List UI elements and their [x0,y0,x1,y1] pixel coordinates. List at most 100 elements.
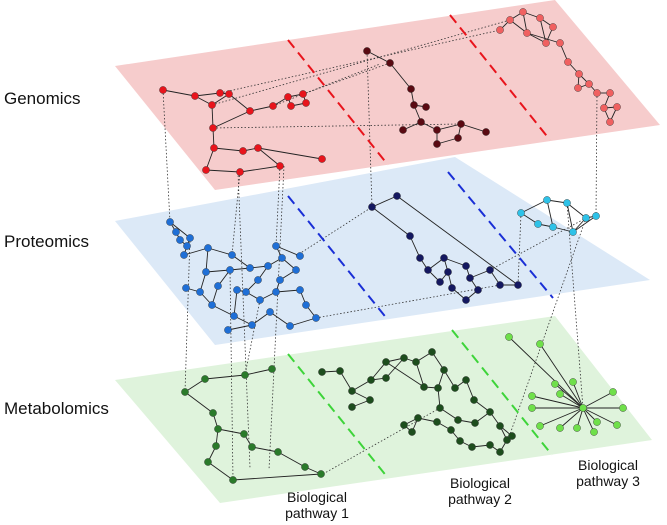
network-node-genomics-pathway-2 [399,126,407,134]
network-edge [572,381,584,409]
network-node-proteomics-pathway-3 [534,220,542,228]
network-node-genomics-pathway-3 [613,103,621,111]
network-node-metabolomics-pathway-1 [201,375,209,383]
network-node-proteomics-pathway-1 [272,242,280,250]
network-node-proteomics-pathway-3 [549,223,557,231]
network-node-metabolomics-pathway-3 [579,404,587,412]
network-node-genomics-pathway-2 [482,128,490,136]
network-node-metabolomics-pathway-1 [212,442,220,450]
network-node-genomics-pathway-2 [422,103,430,111]
network-node-proteomics-pathway-2 [474,286,482,294]
network-edge [572,215,597,233]
network-edge [546,199,554,228]
network-edge [239,165,281,173]
inter-layer-link [211,19,511,106]
network-edge [559,393,584,409]
network-node-metabolomics-pathway-3 [556,390,564,398]
network-edge [582,407,618,426]
layer-label-metabolomics: Metabolomics [4,399,109,418]
inter-layer-link [302,62,391,95]
network-node-metabolomics-pathway-2 [496,448,504,456]
network-node-proteomics-pathway-2 [440,254,448,262]
network-node-metabolomics-pathway-3 [613,421,621,429]
network-node-metabolomics-pathway-3 [590,428,598,436]
network-edge [526,32,561,44]
network-node-genomics-pathway-3 [575,70,583,78]
network-node-metabolomics-pathway-3 [609,388,617,396]
network-edge [275,289,301,293]
network-node-metabolomics-pathway-2 [428,348,436,356]
network-node-metabolomics-pathway-2 [496,422,504,430]
network-node-genomics-pathway-3 [606,118,614,126]
network-node-metabolomics-pathway-2 [508,432,516,440]
network-node-metabolomics-pathway-2 [414,414,422,422]
network-node-proteomics-pathway-1 [226,266,234,274]
network-node-genomics-pathway-1 [284,93,292,101]
divider-genomics-1 [287,39,389,166]
network-node-genomics-pathway-1 [216,89,224,97]
network-node-metabolomics-pathway-2 [433,418,441,426]
network-node-genomics-pathway-1 [276,162,284,170]
network-node-metabolomics-pathway-2 [367,376,375,384]
inter-layer-link [272,63,381,107]
network-node-metabolomics-pathway-3 [569,378,577,386]
network-edge [204,374,246,380]
divider-metabolomics-2 [451,329,553,456]
network-node-proteomics-pathway-1 [296,286,304,294]
network-node-genomics-pathway-1 [210,144,218,152]
network-node-proteomics-pathway-1 [272,288,280,296]
inter-layer-link [219,29,501,94]
network-node-metabolomics-pathway-3 [505,333,513,341]
network-node-proteomics-pathway-1 [228,251,236,259]
network-node-metabolomics-pathway-2 [471,419,479,427]
network-node-genomics-pathway-1 [269,102,277,110]
inter-layer-link [517,212,522,286]
network-node-metabolomics-pathway-1 [268,365,276,373]
network-node-metabolomics-pathway-2 [382,358,390,366]
network-edge [371,195,398,208]
network-node-proteomics-pathway-1 [276,276,284,284]
network-node-proteomics-pathway-2 [436,278,444,286]
network-edge [183,247,209,256]
network-node-metabolomics-pathway-1 [248,443,256,451]
network-node-metabolomics-pathway-3 [528,404,536,412]
network-node-metabolomics-pathway-2 [336,367,344,375]
network-node-metabolomics-pathway-3 [619,404,627,412]
network-node-metabolomics-pathway-2 [486,441,494,449]
network-node-proteomics-pathway-1 [204,244,212,252]
network-edge [539,407,584,427]
inter-layer-link [295,206,373,257]
network-node-genomics-pathway-1 [318,155,326,163]
network-node-proteomics-pathway-2 [406,232,414,240]
network-node-proteomics-pathway-1 [264,262,272,270]
network-node-metabolomics-pathway-2 [436,404,444,412]
network-node-genomics-pathway-1 [208,101,216,109]
network-node-metabolomics-pathway-2 [420,383,428,391]
network-node-proteomics-pathway-1 [176,236,184,244]
network-node-proteomics-pathway-1 [202,268,210,276]
network-edge [339,370,353,392]
network-node-genomics-pathway-1 [302,99,310,107]
network-edge [275,245,301,257]
network-node-metabolomics-pathway-1 [241,371,249,379]
network-node-metabolomics-pathway-3 [551,380,559,388]
network-edge [227,324,253,331]
network-node-metabolomics-pathway-3 [593,418,601,426]
network-node-proteomics-pathway-3 [517,209,525,217]
network-node-metabolomics-pathway-1 [301,463,309,471]
network-node-genomics-pathway-2 [363,47,371,55]
network-node-proteomics-pathway-1 [186,234,194,242]
network-node-metabolomics-pathway-2 [318,368,326,376]
inter-layer-link [489,217,587,271]
network-edge [371,206,411,237]
network-edge [370,361,387,381]
pathway-label-3: Biological pathway 3 [576,457,640,489]
network-edge [207,247,233,256]
network-node-proteomics-pathway-1 [180,251,188,259]
network-node-metabolomics-pathway-2 [440,366,448,374]
network-node-proteomics-pathway-1 [182,284,190,292]
network-node-proteomics-pathway-1 [312,314,320,322]
divider-proteomics-1 [287,195,389,321]
network-node-genomics-pathway-3 [564,58,572,66]
network-edge [554,383,584,409]
